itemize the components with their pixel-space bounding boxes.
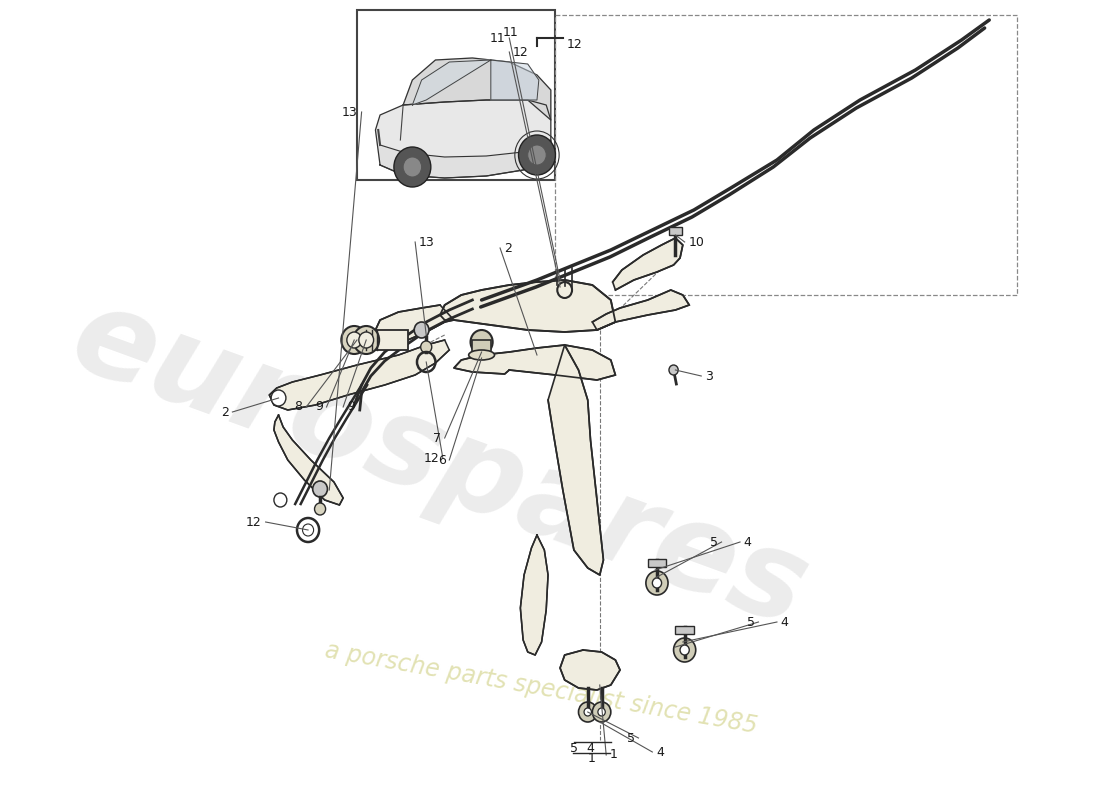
Polygon shape bbox=[560, 650, 620, 690]
Text: 12: 12 bbox=[513, 46, 529, 58]
Polygon shape bbox=[548, 345, 604, 575]
Circle shape bbox=[394, 147, 431, 187]
Circle shape bbox=[415, 322, 429, 338]
Text: 5: 5 bbox=[747, 615, 755, 629]
Text: 12: 12 bbox=[566, 38, 582, 50]
Text: 5: 5 bbox=[570, 742, 578, 754]
Text: 4: 4 bbox=[586, 742, 594, 754]
Circle shape bbox=[518, 135, 556, 175]
Circle shape bbox=[315, 503, 326, 515]
Text: 12: 12 bbox=[246, 515, 262, 529]
Polygon shape bbox=[491, 60, 539, 100]
Text: 5: 5 bbox=[627, 731, 635, 745]
Circle shape bbox=[353, 326, 380, 354]
Polygon shape bbox=[613, 238, 683, 290]
Polygon shape bbox=[403, 58, 551, 120]
Text: 8: 8 bbox=[295, 401, 302, 414]
Polygon shape bbox=[412, 60, 491, 105]
Polygon shape bbox=[440, 280, 615, 332]
Circle shape bbox=[528, 145, 547, 165]
Circle shape bbox=[346, 332, 362, 348]
Circle shape bbox=[359, 332, 374, 348]
Text: 4: 4 bbox=[744, 535, 751, 549]
Text: 12: 12 bbox=[424, 451, 439, 465]
Text: 11: 11 bbox=[490, 31, 506, 45]
Bar bbox=[358, 330, 408, 350]
Circle shape bbox=[680, 645, 690, 655]
Circle shape bbox=[272, 390, 286, 406]
Polygon shape bbox=[593, 290, 690, 330]
Circle shape bbox=[274, 493, 287, 507]
Circle shape bbox=[646, 571, 668, 595]
Circle shape bbox=[673, 638, 695, 662]
Text: 13: 13 bbox=[419, 235, 435, 249]
Polygon shape bbox=[270, 340, 449, 410]
Circle shape bbox=[598, 708, 605, 716]
Text: a porsche parts specialist since 1985: a porsche parts specialist since 1985 bbox=[323, 638, 760, 738]
Circle shape bbox=[579, 702, 597, 722]
Circle shape bbox=[584, 708, 592, 716]
Circle shape bbox=[341, 326, 367, 354]
Text: 2: 2 bbox=[504, 242, 512, 254]
Polygon shape bbox=[454, 345, 615, 380]
Circle shape bbox=[312, 481, 328, 497]
Text: 4: 4 bbox=[781, 615, 789, 629]
Text: 3: 3 bbox=[705, 370, 713, 382]
Polygon shape bbox=[375, 100, 551, 178]
Bar bbox=[472, 340, 491, 352]
Circle shape bbox=[471, 330, 493, 354]
Polygon shape bbox=[381, 140, 551, 178]
Bar bbox=[648, 559, 667, 567]
Circle shape bbox=[403, 157, 421, 177]
Text: 7: 7 bbox=[433, 431, 441, 445]
Circle shape bbox=[420, 341, 432, 353]
Bar bbox=[675, 626, 694, 634]
Bar bbox=[358, 10, 556, 180]
Polygon shape bbox=[520, 535, 548, 655]
Polygon shape bbox=[274, 415, 343, 505]
Text: 13: 13 bbox=[342, 106, 358, 118]
Circle shape bbox=[593, 702, 611, 722]
Text: 2: 2 bbox=[221, 406, 229, 418]
Ellipse shape bbox=[469, 350, 495, 360]
Polygon shape bbox=[375, 305, 454, 344]
Text: 5: 5 bbox=[710, 535, 718, 549]
Text: 4: 4 bbox=[656, 746, 664, 758]
Text: 10: 10 bbox=[689, 235, 704, 249]
Text: 6: 6 bbox=[438, 454, 446, 466]
Bar bbox=[669, 227, 682, 235]
Text: eurospares: eurospares bbox=[57, 277, 823, 651]
Circle shape bbox=[652, 578, 661, 588]
Text: 1: 1 bbox=[609, 749, 618, 762]
Text: 11: 11 bbox=[503, 26, 518, 38]
Circle shape bbox=[669, 365, 679, 375]
Text: 9: 9 bbox=[315, 401, 322, 414]
Text: 1: 1 bbox=[587, 751, 595, 765]
Text: 9: 9 bbox=[346, 401, 354, 414]
